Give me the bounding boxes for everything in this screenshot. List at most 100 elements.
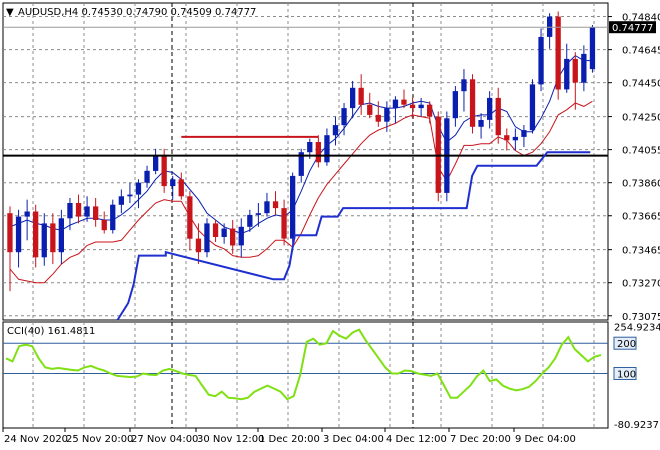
bull-candle — [264, 201, 270, 214]
bear-candle — [358, 87, 364, 105]
current-price-label: 0.74777 — [612, 23, 653, 34]
chart-title: AUDUSD,H4 0.74530 0.74790 0.74509 0.7477… — [18, 7, 256, 18]
bb-lower-line — [9, 100, 593, 284]
bull-candle — [144, 170, 150, 183]
bull-candle — [307, 142, 313, 153]
cci-level-badge — [613, 336, 637, 350]
bear-candle — [187, 196, 193, 239]
bull-candle — [170, 179, 176, 187]
price-tick-label: 0.74055 — [622, 146, 660, 157]
period-separators — [171, 3, 414, 428]
bull-candle — [153, 155, 159, 171]
price-tick-label: 0.73465 — [622, 246, 660, 257]
bull-candle — [529, 84, 536, 131]
bull-candle — [298, 152, 304, 176]
bear-candle — [101, 220, 107, 231]
bull-candle — [324, 135, 330, 163]
bear-candle — [178, 179, 184, 197]
bull-candle — [135, 182, 142, 195]
price-tick-label: 0.74645 — [622, 46, 660, 57]
bear-candle — [195, 238, 202, 253]
time-tick-label: 30 Nov 12:00 — [197, 434, 264, 445]
price-tick-label: 0.73270 — [622, 279, 660, 290]
bear-candle — [401, 99, 407, 105]
time-tick-label: 3 Dec 04:00 — [323, 434, 384, 445]
cci-tick-label: 100 — [617, 369, 636, 380]
bear-candle — [409, 104, 416, 109]
bull-candle — [589, 27, 596, 70]
bull-candle — [341, 108, 347, 126]
bull-candle — [41, 223, 47, 258]
cci-axis: 254.9234 200 100 -80.9237 — [613, 323, 660, 431]
price-axis: 0.74840 0.74645 0.74450 0.74250 0.74055 0.738… — [608, 13, 660, 323]
bear-candle — [495, 97, 501, 136]
bull-candle — [478, 120, 484, 127]
bull-candle — [418, 104, 424, 109]
price-tick-label: 0.74450 — [622, 79, 660, 90]
bull-candle — [538, 36, 544, 85]
bear-candle — [504, 135, 510, 141]
bull-candle — [392, 99, 399, 109]
cci-title: CCI(40) 161.4811 — [7, 326, 95, 337]
time-tick-label: 9 Dec 04:00 — [515, 434, 576, 445]
bull-candle — [84, 206, 90, 217]
bear-candle — [75, 203, 82, 217]
bull-candle — [564, 58, 570, 90]
bear-candle — [33, 211, 39, 258]
bull-candle — [581, 53, 587, 83]
price-tick-label: 0.74840 — [622, 13, 660, 24]
bear-candle — [161, 155, 167, 187]
collapse-arrow-icon[interactable]: ▼ — [6, 7, 14, 18]
overlay-lines — [3, 26, 608, 321]
bull-candle — [452, 91, 458, 119]
cci-lines — [3, 328, 608, 401]
bull-candle — [24, 211, 30, 217]
trailing-stop-line — [116, 151, 591, 321]
bull-candle — [67, 203, 73, 219]
price-tick-label: 0.73860 — [622, 179, 660, 190]
candlesticks — [7, 11, 596, 292]
bull-candle — [487, 97, 493, 120]
price-tick-label: 0.73665 — [622, 212, 660, 223]
price-tick-label: 0.74250 — [622, 113, 660, 124]
bear-candle — [272, 201, 279, 209]
bear-candle — [427, 104, 433, 117]
bull-candle — [238, 226, 244, 246]
bull-candle — [247, 214, 253, 227]
time-tick-label: 1 Dec 20:00 — [259, 434, 320, 445]
bear-candle — [281, 208, 287, 239]
bear-candle — [315, 142, 321, 163]
bear-candle — [7, 213, 13, 253]
bull-candle — [204, 223, 210, 253]
bull-candle — [384, 108, 390, 122]
bull-candle — [350, 87, 356, 109]
bear-candle — [555, 16, 561, 90]
bull-candle — [221, 228, 227, 237]
current-price-tag: 0.74777 — [609, 21, 656, 34]
bull-candle — [512, 136, 518, 141]
bear-candle — [230, 228, 236, 246]
bull-candle — [521, 130, 527, 137]
cci-level-badge — [613, 366, 637, 380]
time-tick-label: 4 Dec 12:00 — [386, 434, 447, 445]
time-tick-label: 27 Nov 04:00 — [131, 434, 198, 445]
bull-candle — [332, 125, 339, 136]
cci-tick-label: 200 — [617, 339, 636, 350]
bull-candle — [255, 213, 261, 215]
bull-candle — [58, 218, 64, 253]
bear-candle — [572, 58, 578, 83]
bull-candle — [127, 194, 133, 197]
time-tick-label: 25 Nov 20:00 — [66, 434, 133, 445]
bull-candle — [15, 216, 22, 253]
bear-candle — [375, 114, 381, 122]
bear-candle — [93, 206, 99, 220]
cci-panel — [2, 321, 609, 429]
bull-candle — [118, 196, 124, 205]
bull-candle — [110, 204, 116, 231]
bear-candle — [212, 223, 219, 237]
time-tick-label: 7 Dec 20:00 — [450, 434, 511, 445]
bull-candle — [461, 79, 467, 92]
